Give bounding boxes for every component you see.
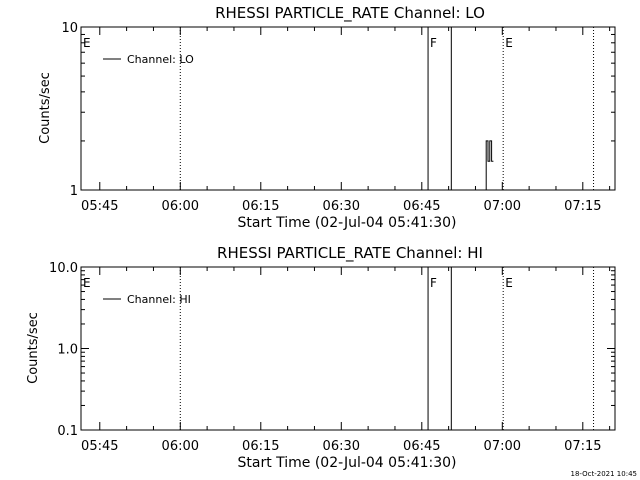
x-tick-label: 06:15	[242, 439, 279, 454]
plot-timestamp: 18-Oct-2021 10:45	[571, 470, 637, 478]
legend-label: Channel: LO	[127, 53, 194, 66]
y-tick-label: 1.0	[57, 343, 78, 358]
marker-label-e: E	[83, 36, 91, 50]
chart-title: RHESSI PARTICLE_RATE Channel: LO	[215, 4, 485, 23]
y-axis-label: Counts/sec	[38, 72, 53, 144]
marker-label-e: E	[505, 36, 513, 50]
x-tick-label: 07:00	[484, 199, 521, 214]
x-axis-label: Start Time (02-Jul-04 05:41:30)	[237, 455, 456, 471]
y-tick-label: 10	[61, 21, 78, 36]
x-axis-label: Start Time (02-Jul-04 05:41:30)	[237, 215, 456, 231]
panel-1: RHESSI PARTICLE_RATE Channel: LO 1 10 05:45…	[38, 4, 616, 231]
x-tick-label: 06:45	[403, 199, 440, 214]
plot-frame	[80, 266, 616, 431]
x-tick-label: 06:45	[403, 439, 440, 454]
x-tick-label: 06:00	[162, 199, 199, 214]
marker-label-f: F	[430, 276, 437, 290]
y-axis-label: Counts/sec	[26, 312, 41, 384]
legend-label: Channel: HI	[127, 293, 191, 306]
panel-2: RHESSI PARTICLE_RATE Channel: HI 0.1 1.0 10…	[26, 244, 616, 471]
x-tick-label: 06:00	[162, 439, 199, 454]
x-tick-label: 05:45	[81, 439, 118, 454]
y-tick-label: 10.0	[49, 261, 78, 276]
marker-label-e: E	[505, 276, 513, 290]
plot-frame	[80, 26, 616, 191]
x-tick-label: 06:30	[323, 439, 360, 454]
x-tick-label: 07:00	[484, 439, 521, 454]
x-tick-label: 07:15	[564, 199, 601, 214]
chart-title: RHESSI PARTICLE_RATE Channel: HI	[217, 244, 483, 263]
y-tick-label: 0.1	[57, 424, 78, 439]
series-line-channel-lo	[484, 140, 494, 191]
x-tick-label: 05:45	[81, 199, 118, 214]
y-tick-label: 1	[70, 184, 78, 199]
x-tick-label: 06:30	[323, 199, 360, 214]
marker-label-f: F	[430, 36, 437, 50]
x-tick-label: 06:15	[242, 199, 279, 214]
marker-label-e: E	[83, 276, 91, 290]
x-tick-label: 07:15	[564, 439, 601, 454]
